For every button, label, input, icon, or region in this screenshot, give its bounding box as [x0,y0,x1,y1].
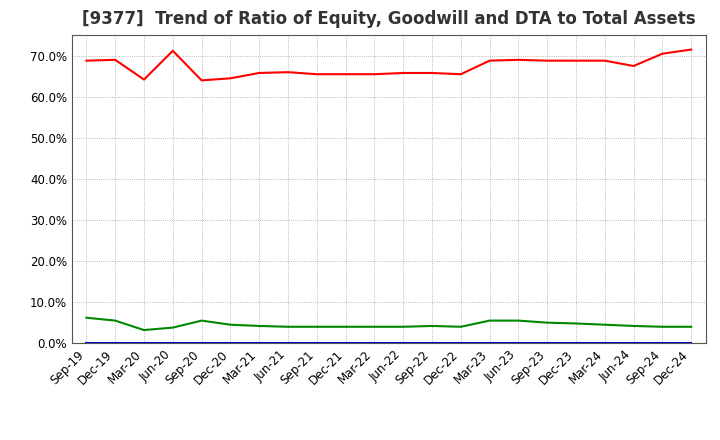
Goodwill [82,341,91,346]
Equity [111,57,120,62]
Line: Equity: Equity [86,50,691,81]
Deferred Tax Assets [600,322,609,327]
Deferred Tax Assets [197,318,206,323]
Equity [687,47,696,52]
Deferred Tax Assets [428,323,436,329]
Goodwill [399,341,408,346]
Goodwill [600,341,609,346]
Deferred Tax Assets [111,318,120,323]
Equity [600,58,609,63]
Deferred Tax Assets [456,324,465,330]
Goodwill [687,341,696,346]
Equity [341,72,350,77]
Goodwill [514,341,523,346]
Deferred Tax Assets [658,324,667,330]
Deferred Tax Assets [341,324,350,330]
Equity [168,48,177,53]
Equity [514,57,523,62]
Equity [82,58,91,63]
Deferred Tax Assets [514,318,523,323]
Goodwill [226,341,235,346]
Equity [312,72,321,77]
Title: [9377]  Trend of Ratio of Equity, Goodwill and DTA to Total Assets: [9377] Trend of Ratio of Equity, Goodwil… [82,10,696,28]
Deferred Tax Assets [370,324,379,330]
Goodwill [168,341,177,346]
Equity [572,58,580,63]
Deferred Tax Assets [687,324,696,330]
Equity [428,70,436,76]
Goodwill [111,341,120,346]
Equity [255,70,264,76]
Deferred Tax Assets [168,325,177,330]
Goodwill [543,341,552,346]
Equity [140,77,148,82]
Equity [485,58,494,63]
Goodwill [456,341,465,346]
Goodwill [284,341,292,346]
Goodwill [572,341,580,346]
Equity [456,72,465,77]
Goodwill [658,341,667,346]
Equity [197,78,206,83]
Goodwill [485,341,494,346]
Deferred Tax Assets [543,320,552,325]
Goodwill [341,341,350,346]
Equity [629,63,638,69]
Line: Deferred Tax Assets: Deferred Tax Assets [86,318,691,330]
Deferred Tax Assets [226,322,235,327]
Equity [543,58,552,63]
Deferred Tax Assets [485,318,494,323]
Equity [370,72,379,77]
Goodwill [312,341,321,346]
Equity [658,51,667,56]
Goodwill [370,341,379,346]
Goodwill [629,341,638,346]
Deferred Tax Assets [312,324,321,330]
Deferred Tax Assets [140,327,148,333]
Goodwill [428,341,436,346]
Goodwill [255,341,264,346]
Deferred Tax Assets [82,315,91,320]
Deferred Tax Assets [399,324,408,330]
Equity [399,70,408,76]
Deferred Tax Assets [629,323,638,329]
Deferred Tax Assets [284,324,292,330]
Goodwill [197,341,206,346]
Equity [284,70,292,75]
Equity [226,76,235,81]
Goodwill [140,341,148,346]
Deferred Tax Assets [572,321,580,326]
Deferred Tax Assets [255,323,264,329]
